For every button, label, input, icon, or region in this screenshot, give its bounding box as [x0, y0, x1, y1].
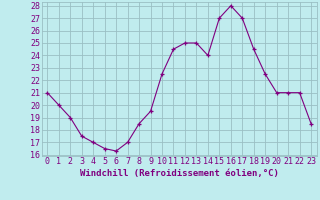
- X-axis label: Windchill (Refroidissement éolien,°C): Windchill (Refroidissement éolien,°C): [80, 169, 279, 178]
